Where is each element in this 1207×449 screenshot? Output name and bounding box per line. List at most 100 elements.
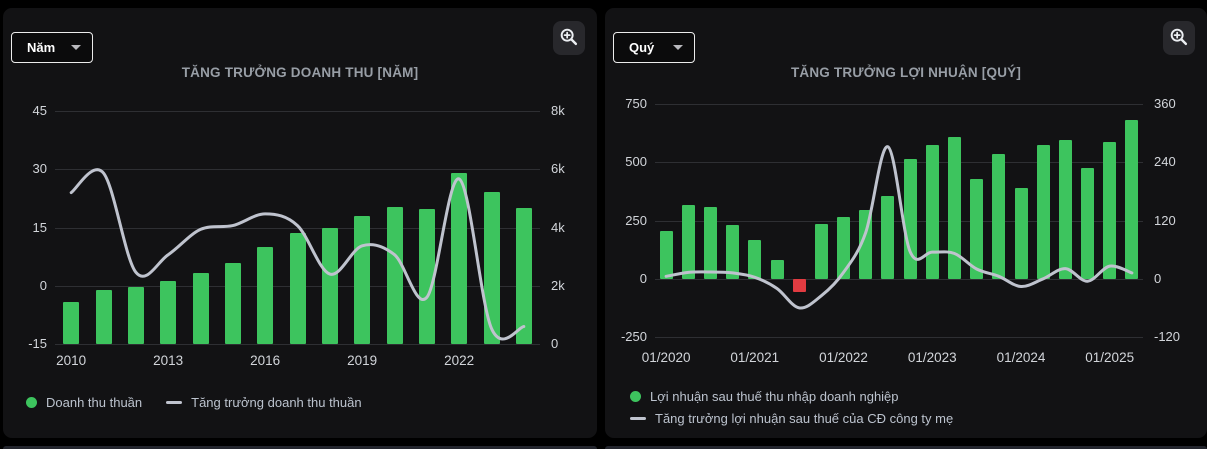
gridline <box>55 227 540 229</box>
bar-Q2/2022[interactable] <box>859 210 873 279</box>
chart-legend: Doanh thu thuần Tăng trưởng doanh thu th… <box>26 395 362 410</box>
bar-Q1/2023[interactable] <box>925 144 939 279</box>
y-axis-label-left: 0 <box>39 277 47 293</box>
bar-Q1/2025[interactable] <box>1103 142 1117 279</box>
x-axis-label: 2010 <box>56 353 87 368</box>
bar-2017[interactable] <box>289 232 306 344</box>
y-axis-label-right: 240 <box>1154 154 1176 170</box>
y-axis-label-right: 0 <box>551 336 559 351</box>
bar-2014[interactable] <box>192 272 209 344</box>
bar-Q3/2022[interactable] <box>881 196 895 279</box>
gridline <box>655 278 1143 280</box>
bar-Q3/2020[interactable] <box>704 206 717 279</box>
profit-growth-panel: Quý TĂNG TRƯỞNG LỢI NHUẬN [QUÝ] 750 360 50… <box>605 8 1207 438</box>
y-axis-label-left: -250 <box>620 329 647 344</box>
zoom-in-button[interactable] <box>1163 21 1195 55</box>
next-row-panel-top <box>3 446 597 449</box>
bar-Q4/2024[interactable] <box>1081 168 1094 279</box>
x-axis-label: 01/2025 <box>1085 350 1135 365</box>
chevron-down-icon <box>71 45 81 50</box>
y-axis-label-right: 8k <box>551 103 565 118</box>
bar-Q4/2020[interactable] <box>726 225 740 279</box>
y-axis-label-left: 15 <box>32 219 47 235</box>
legend-label: Lợi nhuận sau thuế thu nhập doanh nghiệp <box>650 389 899 404</box>
bar-Q2/2024[interactable] <box>1036 144 1050 279</box>
y-axis-label-right: 360 <box>1154 96 1176 111</box>
x-axis-label: 01/2024 <box>996 350 1046 365</box>
y-axis-label-right: 2k <box>551 277 565 293</box>
bar-2010[interactable] <box>63 301 80 344</box>
legend-item-revenue[interactable]: Doanh thu thuần <box>26 395 142 410</box>
bar-Q2/2020[interactable] <box>681 205 695 279</box>
bar-Q2/2023[interactable] <box>948 136 961 279</box>
bar-Q1/2020[interactable] <box>659 231 673 279</box>
magnifier-plus-icon <box>558 26 580 51</box>
bar-2024[interactable] <box>515 208 532 344</box>
x-axis-label: 01/2023 <box>907 350 957 365</box>
legend-dot-icon <box>630 391 641 402</box>
bar-Q4/2021[interactable] <box>814 224 828 279</box>
bar-2020[interactable] <box>386 206 403 344</box>
y-axis-label-right: 6k <box>551 161 565 177</box>
legend-label: Doanh thu thuần <box>46 395 143 410</box>
legend-dot-icon <box>26 397 37 408</box>
x-axis-label: 01/2020 <box>641 350 691 365</box>
period-dropdown-quarter[interactable]: Quý <box>613 32 695 63</box>
x-axis-label: 01/2021 <box>730 350 780 365</box>
bar-2012[interactable] <box>127 287 144 344</box>
y-axis-label-right: 120 <box>1154 212 1176 228</box>
gridline <box>655 104 1143 105</box>
y-axis-label-right: -120 <box>1154 329 1181 344</box>
bar-2013[interactable] <box>160 281 177 344</box>
bar-2023[interactable] <box>483 192 500 344</box>
legend-label: Tăng trưởng doanh thu thuần <box>191 395 362 410</box>
zoom-in-button[interactable] <box>553 21 585 55</box>
bar-Q2/2025[interactable] <box>1125 120 1139 279</box>
legend-item-profit-growth[interactable]: Tăng trưởng lợi nhuận sau thuế của CĐ cô… <box>630 411 953 426</box>
legend-item-revenue-growth[interactable]: Tăng trưởng doanh thu thuần <box>166 395 362 410</box>
bar-2016[interactable] <box>257 247 274 344</box>
x-axis-label: 2019 <box>347 353 378 368</box>
bar-Q1/2024[interactable] <box>1014 187 1028 279</box>
bar-Q3/2023[interactable] <box>970 178 984 279</box>
period-dropdown-year[interactable]: Năm <box>11 32 93 63</box>
x-axis-label: 2016 <box>250 353 281 368</box>
gridline <box>55 344 540 345</box>
legend-line-icon <box>166 400 183 405</box>
y-axis-label-left: 500 <box>625 154 647 170</box>
chart-plot-area[interactable]: 750 360 500 240 250 120 0 0 -250 -120 01/2020 01/20… <box>605 8 1207 438</box>
period-dropdown-label: Quý <box>629 40 655 55</box>
chart-legend: Lợi nhuận sau thuế thu nhập doanh nghiệp… <box>630 389 953 426</box>
bar-2018[interactable] <box>321 228 338 344</box>
period-dropdown-label: Năm <box>27 40 56 55</box>
y-axis-label-left: -15 <box>28 336 47 351</box>
revenue-growth-panel: Năm TĂNG TRƯỞNG DOANH THU [NĂM] 45 8k 30 6k… <box>3 8 597 438</box>
bar-Q3/2024[interactable] <box>1058 140 1072 279</box>
chart-title: TĂNG TRƯỞNG DOANH THU [NĂM] <box>181 65 419 80</box>
y-axis-label-left: 0 <box>639 270 647 286</box>
y-axis-label-left: 45 <box>32 103 47 118</box>
bar-Q3/2021[interactable] <box>792 278 806 292</box>
bar-2011[interactable] <box>95 290 112 344</box>
chart-title: TĂNG TRƯỞNG LỢI NHUẬN [QUÝ] <box>790 65 1022 80</box>
bar-Q4/2023[interactable] <box>992 154 1006 279</box>
bar-2022[interactable] <box>451 173 468 344</box>
x-axis-label: 2022 <box>444 353 475 368</box>
y-axis-label-right: 4k <box>551 219 565 235</box>
chevron-down-icon <box>673 45 683 50</box>
bar-Q4/2022[interactable] <box>903 158 917 279</box>
chart-plot-area[interactable]: 45 8k 30 6k 15 4k 0 2k -15 0 2010 2013 2016 2019 2022 <box>3 8 597 438</box>
bar-2019[interactable] <box>354 216 371 344</box>
next-row-panel-top <box>605 446 1207 449</box>
legend-line-icon <box>630 416 646 421</box>
y-axis-label-left: 750 <box>625 96 647 111</box>
bar-Q2/2021[interactable] <box>770 260 784 279</box>
magnifier-plus-icon <box>1168 26 1190 51</box>
gridline <box>55 111 540 112</box>
bar-Q1/2022[interactable] <box>837 217 850 279</box>
legend-item-profit[interactable]: Lợi nhuận sau thuế thu nhập doanh nghiệp <box>630 389 899 404</box>
bar-2015[interactable] <box>224 262 241 344</box>
bar-2021[interactable] <box>418 209 435 344</box>
bar-Q1/2021[interactable] <box>748 240 762 279</box>
